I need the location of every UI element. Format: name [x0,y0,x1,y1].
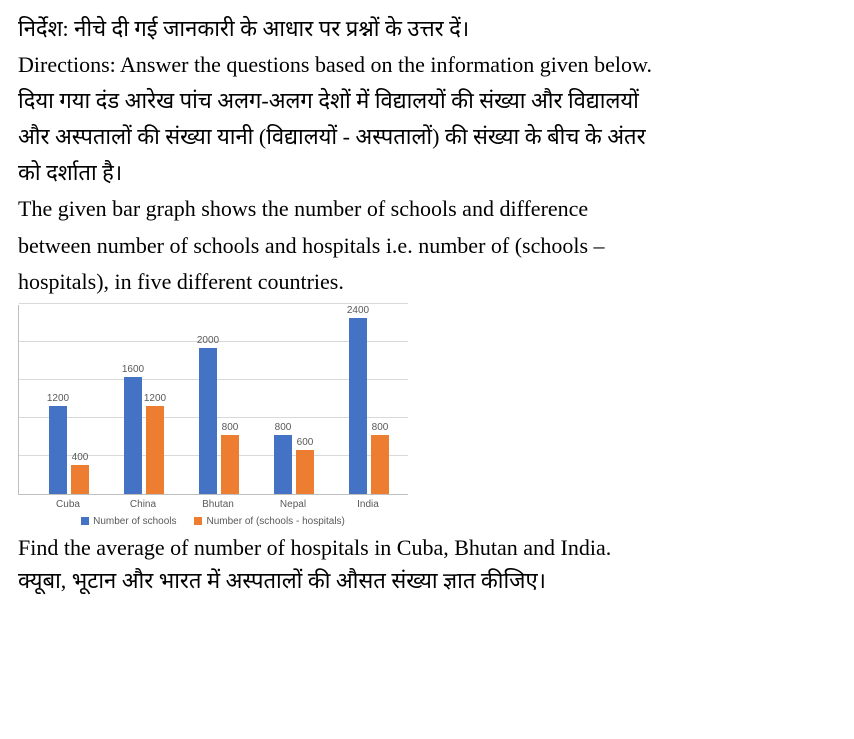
x-axis-label: Bhutan [188,499,248,510]
english-directions-line1: Directions: Answer the questions based o… [18,48,836,82]
english-desc-line1: The given bar graph shows the number of … [18,192,836,226]
hindi-desc-line2: और अस्पतालों की संख्या यानी (विद्यालयों … [18,120,836,154]
x-axis-label: Nepal [263,499,323,510]
bar-value-label: 400 [60,452,100,463]
bar-group: 1600 1200 [114,305,174,494]
bar-diff [371,435,389,493]
bar-chart: 12004001600120020008008006002400800 Cuba… [18,305,408,527]
hindi-desc-line1: दिया गया दंड आरेख पांच अलग-अलग देशों में… [18,84,836,118]
chart-gridline [19,303,408,304]
bar-value-label: 600 [285,437,325,448]
legend-label: Number of schools [93,516,176,527]
bar-group: 2000 800 [189,305,249,494]
english-question: Find the average of number of hospitals … [18,531,836,564]
english-desc-line2: between number of schools and hospitals … [18,229,836,263]
english-desc-line3: hospitals), in five different countries. [18,265,836,299]
bar-schools [49,406,67,494]
chart-plot-area: 12004001600120020008008006002400800 [18,305,408,495]
bar-diff [71,465,89,494]
bar-diff [221,435,239,493]
legend-swatch [81,517,89,525]
chart-legend: Number of schools Number of (schools - ho… [18,516,408,527]
hindi-directions: निर्देश: नीचे दी गई जानकारी के आधार पर प… [18,12,836,46]
bar-diff [296,450,314,494]
x-axis-label: Cuba [38,499,98,510]
legend-swatch [194,517,202,525]
bar-value-label: 800 [360,422,400,433]
bar-value-label: 800 [210,422,250,433]
bar-value-label: 2000 [188,335,228,346]
hindi-question: क्यूबा, भूटान और भारत में अस्पतालों की औ… [18,564,836,597]
bar-schools [349,318,367,493]
bar-diff [146,406,164,494]
bar-value-label: 1600 [113,364,153,375]
question-block: Find the average of number of hospitals … [18,531,836,597]
bar-value-label: 800 [263,422,303,433]
chart-x-axis: Cuba China Bhutan Nepal India [18,499,408,510]
bar-value-label: 2400 [338,305,378,316]
hindi-desc-line3: को दर्शाता है। [18,156,836,190]
bar-group: 1200 400 [39,305,99,494]
bar-group: 800600 [264,305,324,494]
bar-value-label: 1200 [38,393,78,404]
bar-value-label: 1200 [135,393,175,404]
bar-schools [199,348,217,494]
legend-item: Number of schools [81,516,176,527]
x-axis-label: China [113,499,173,510]
legend-label: Number of (schools - hospitals) [206,516,344,527]
x-axis-label: India [338,499,398,510]
bar-group: 2400 800 [339,305,399,494]
legend-item: Number of (schools - hospitals) [194,516,344,527]
directions-block: निर्देश: नीचे दी गई जानकारी के आधार पर प… [18,12,836,299]
